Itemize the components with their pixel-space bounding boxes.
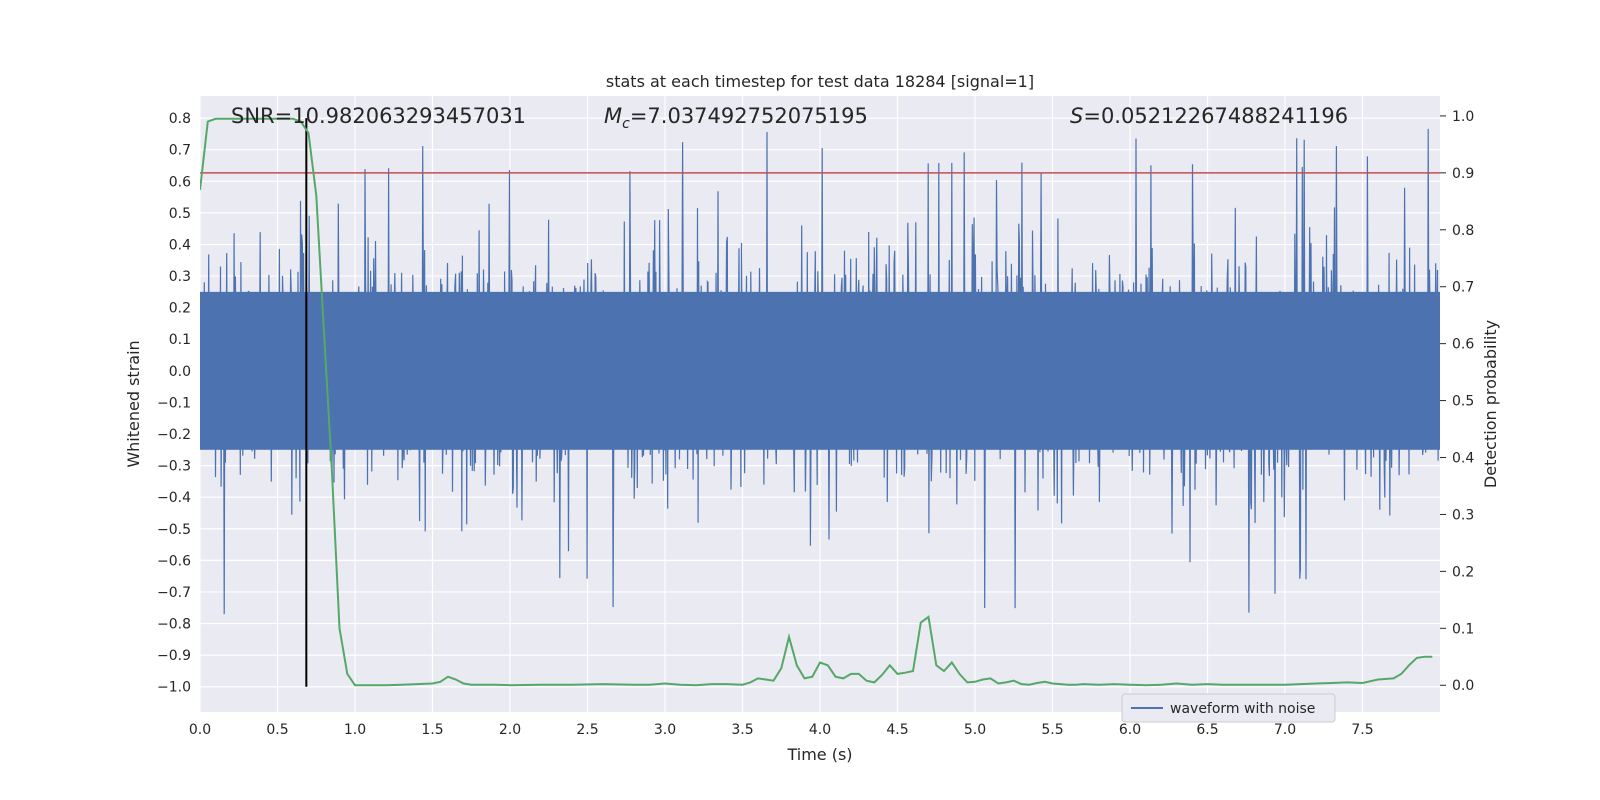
y2-tick-label: 0.6 bbox=[1452, 337, 1474, 353]
x-tick-label: 1.5 bbox=[421, 722, 443, 738]
x-tick-label: 7.5 bbox=[1351, 722, 1373, 738]
snr-annotation: SNR=10.982063293457031 bbox=[231, 104, 526, 128]
y-tick-label: 0.8 bbox=[169, 111, 191, 127]
mc-subscript: c bbox=[622, 116, 630, 132]
y-tick-label: 0.6 bbox=[169, 174, 191, 190]
x-tick-label: 2.5 bbox=[576, 722, 598, 738]
x-axis-title: Time (s) bbox=[786, 745, 852, 764]
y-tick-label: 0.4 bbox=[169, 237, 191, 253]
y2-tick-label: 0.0 bbox=[1452, 678, 1474, 694]
y2-tick-label: 0.5 bbox=[1452, 394, 1474, 410]
y2-tick-label: 0.8 bbox=[1452, 223, 1474, 239]
y-axis-title: Whitened strain bbox=[124, 340, 143, 467]
y-tick-label: 0.3 bbox=[169, 269, 191, 285]
probability-series-line bbox=[200, 117, 1433, 687]
y-tick-label: 0.7 bbox=[169, 143, 191, 159]
legend-entry: waveform with noise bbox=[1170, 701, 1315, 717]
mc-symbol: M bbox=[604, 104, 622, 128]
y-tick-label: −0.9 bbox=[157, 648, 191, 664]
y-tick-label: −0.4 bbox=[157, 490, 191, 506]
y2-tick-labels: 1.0 0.9 0.8 0.7 0.6 0.5 0.4 0.3 0.2 0.1 0.0 bbox=[1440, 109, 1474, 694]
x-tick-label: 0.5 bbox=[266, 722, 288, 738]
y-tick-label: 0.5 bbox=[169, 206, 191, 222]
x-tick-label: 4.5 bbox=[886, 722, 908, 738]
mc-annotation: =7.037492752075195 bbox=[630, 104, 868, 128]
y2-tick-label: 0.7 bbox=[1452, 280, 1474, 296]
y2-tick-label: 0.2 bbox=[1452, 564, 1474, 580]
x-tick-label: 6.5 bbox=[1196, 722, 1218, 738]
y2-tick-label: 0.3 bbox=[1452, 507, 1474, 523]
waveform-series bbox=[200, 128, 1440, 615]
x-tick-label: 4.0 bbox=[809, 722, 831, 738]
y2-tick-label: 1.0 bbox=[1452, 109, 1474, 125]
y2-tick-label: 0.4 bbox=[1452, 451, 1474, 467]
y2-tick-label: 0.9 bbox=[1452, 166, 1474, 182]
x-tick-label: 1.0 bbox=[344, 722, 366, 738]
y-tick-label: −0.7 bbox=[157, 585, 191, 601]
x-tick-label: 3.0 bbox=[654, 722, 676, 738]
x-tick-label: 7.0 bbox=[1274, 722, 1296, 738]
y-tick-label: −0.2 bbox=[157, 427, 191, 443]
legend: waveform with noise bbox=[1121, 693, 1336, 723]
x-tick-label: 6.0 bbox=[1119, 722, 1141, 738]
x-tick-label: 0.0 bbox=[189, 722, 211, 738]
x-tick-label: 5.5 bbox=[1041, 722, 1063, 738]
y-tick-label: −0.5 bbox=[157, 522, 191, 538]
y-tick-label: −0.6 bbox=[157, 553, 191, 569]
x-tick-label: 5.0 bbox=[964, 722, 986, 738]
y-tick-labels: 0.8 0.7 0.6 0.5 0.4 0.3 0.2 0.1 0.0 −0.1 −0.2 −0.3 −… bbox=[157, 111, 191, 696]
y-tick-label: −0.1 bbox=[157, 395, 191, 411]
waveform-series-line bbox=[200, 128, 1440, 615]
x-tick-label: 2.0 bbox=[499, 722, 521, 738]
x-tick-labels: 0.0 0.5 1.0 1.5 2.0 2.5 3.0 3.5 4.0 4.5 5.0 5.5 6.0 6… bbox=[189, 722, 1374, 738]
y-tick-label: 0.2 bbox=[169, 301, 191, 317]
y-tick-label: 0.1 bbox=[169, 332, 191, 348]
y-tick-label: 0.0 bbox=[169, 364, 191, 380]
svg-text:Mc=7.037492752075195: Mc=7.037492752075195 bbox=[604, 104, 868, 132]
s-symbol: S bbox=[1070, 104, 1083, 128]
s-annotation: =0.05212267488241196 bbox=[1083, 104, 1348, 128]
y2-axis-title: Detection probability bbox=[1481, 320, 1500, 488]
svg-text:S=0.05212267488241196: S=0.05212267488241196 bbox=[1070, 104, 1348, 128]
legend-box bbox=[1121, 693, 1336, 723]
x-tick-label: 3.5 bbox=[731, 722, 753, 738]
y-tick-label: −0.8 bbox=[157, 617, 191, 633]
y-tick-label: −0.3 bbox=[157, 459, 191, 475]
chart-title: stats at each timestep for test data 182… bbox=[606, 72, 1034, 91]
y2-tick-label: 0.1 bbox=[1452, 621, 1474, 637]
y-tick-label: −1.0 bbox=[157, 680, 191, 696]
